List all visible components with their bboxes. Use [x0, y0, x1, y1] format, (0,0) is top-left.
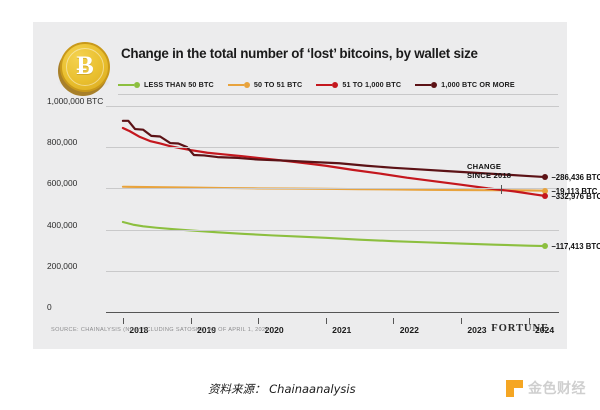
chart-legend: LESS THAN 50 BTC 50 TO 51 BTC 51 TO 1,000 …	[118, 75, 558, 95]
gridline	[106, 147, 559, 149]
jinse-brand-name: 金色财经	[528, 381, 586, 397]
series-end-dot-1	[542, 187, 549, 194]
change-header-rule	[501, 185, 502, 194]
coin-inner-ring: Ƀ	[66, 48, 104, 86]
change-annotation-2: –332,976 BTC	[551, 192, 600, 202]
y-tick-label: 400,000	[47, 219, 78, 230]
legend-label: 1,000 BTC OR MORE	[441, 80, 515, 89]
legend-swatch-icon	[316, 81, 339, 89]
plot-area: 0 200,000 400,000 600,000 800,000 1,000,000 B…	[33, 96, 567, 318]
change-annotation-3: –286,436 BTC	[551, 173, 600, 183]
change-header-line1: CHANGE	[467, 162, 502, 171]
legend-swatch-icon	[227, 81, 250, 89]
x-tick-mark	[528, 318, 530, 324]
legend-item-0[interactable]: LESS THAN 50 BTC	[118, 80, 214, 89]
bitcoin-coin-icon: Ƀ	[53, 36, 115, 98]
change-header-line2: SINCE 2018	[467, 171, 512, 181]
legend-label: 50 TO 51 BTC	[253, 80, 303, 89]
x-tick-label: 2019	[196, 325, 217, 335]
y-tick-label: 1,000,000 BTC	[47, 96, 104, 106]
y-tick-label: 200,000	[47, 260, 78, 271]
x-tick-label: 2023	[467, 325, 487, 335]
jinse-logo-icon	[506, 379, 523, 397]
legend-item-3[interactable]: 1,000 BTC OR MORE	[415, 80, 515, 89]
y-tick-label: 0	[47, 302, 52, 312]
x-tick-label: 2022	[399, 325, 419, 335]
series-line-0	[121, 220, 547, 248]
x-tick-label: 2018	[129, 325, 149, 335]
change-since-header: CHANGE SINCE 2018	[467, 162, 559, 181]
x-tick-label: 2021	[332, 325, 352, 335]
x-axis: 2018 2019 2020 2021 2022 2023 2024	[33, 318, 567, 340]
gridline	[106, 188, 559, 190]
publisher-logo: FORTUNE	[491, 323, 549, 334]
legend-label: 51 TO 1,000 BTC	[342, 80, 402, 89]
series-end-dot-3	[542, 174, 549, 181]
x-tick-mark	[122, 318, 124, 324]
x-axis-baseline	[106, 312, 559, 313]
series-lines	[121, 119, 547, 248]
gridline	[106, 229, 559, 231]
gridline	[106, 270, 559, 272]
legend-swatch-icon	[415, 81, 438, 89]
legend-item-2[interactable]: 51 TO 1,000 BTC	[316, 80, 401, 89]
y-tick-label: 800,000	[47, 137, 78, 148]
jinse-brand: 金色财经	[506, 378, 586, 398]
coin-face: Ƀ	[60, 42, 110, 92]
change-annotation-0: –117,413 BTC	[551, 242, 600, 252]
series-end-dot-2	[542, 193, 549, 200]
series-line-3	[121, 119, 547, 179]
page-title: Change in the total number of ‘lost’ bit…	[121, 46, 478, 61]
change-annotation-1: –19,113 BTC	[551, 186, 598, 196]
x-tick-mark	[393, 318, 395, 324]
chart-card: Ƀ Change in the total number of ‘lost’ b…	[33, 22, 600, 349]
x-tick-mark	[190, 318, 192, 324]
source-note: SOURCE: CHAINALYSIS (NOT INCLUDING SATOS…	[51, 327, 269, 333]
gridline	[106, 106, 559, 107]
bitcoin-b-glyph: Ƀ	[76, 51, 94, 80]
legend-swatch-icon	[118, 81, 140, 89]
x-tick-mark	[460, 318, 462, 324]
chinese-source-caption: 资料来源： Chainaanalysis	[208, 382, 356, 396]
legend-label: LESS THAN 50 BTC	[144, 80, 214, 89]
x-tick-label: 2020	[264, 325, 284, 335]
legend-item-1[interactable]: 50 TO 51 BTC	[227, 80, 303, 89]
series-end-dot-0	[542, 243, 549, 250]
x-tick-mark	[258, 318, 260, 324]
x-tick-label: 2024	[535, 325, 555, 335]
x-tick-mark	[325, 318, 327, 324]
y-tick-label: 600,000	[47, 178, 78, 189]
